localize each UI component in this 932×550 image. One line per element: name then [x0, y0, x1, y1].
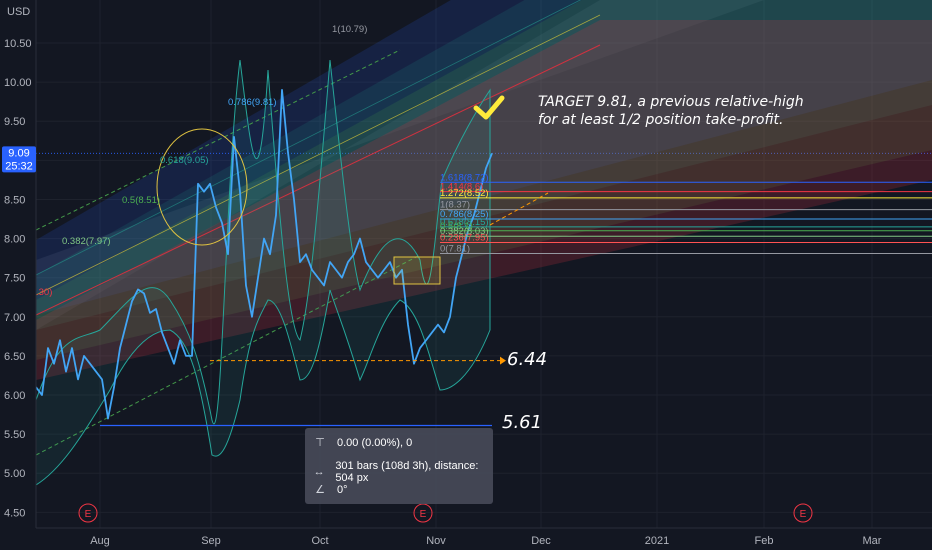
x-tick-label: Sep [201, 535, 221, 547]
x-tick-label: 2021 [645, 535, 669, 547]
measure-price-range: 0.00 (0.00%), 0 [337, 436, 413, 449]
fib-level-label: 1.272(8.52) [440, 188, 489, 199]
y-tick-label: 9.50 [4, 116, 25, 128]
highlight-circle[interactable] [156, 128, 248, 246]
x-tick-label: Aug [90, 535, 110, 547]
channel-labels: 1(10.79) 0.786(9.81) 0.618(9.05) 0.5(8.51) 0… [36, 24, 367, 298]
price-line [36, 89, 493, 420]
fib-level-label: 0.382(8.03) [440, 226, 489, 237]
x-axis-panel[interactable] [0, 528, 932, 550]
fib-level-label: 1.414(8.6) [440, 182, 483, 193]
fib-level-label: 0.786(8.25) [440, 209, 489, 220]
y-tick-label: 5.50 [4, 429, 25, 441]
y-tick-label: 7.00 [4, 312, 25, 324]
earnings-marker-label: E [800, 509, 807, 520]
x-tick-label: Nov [426, 535, 446, 547]
fib-level-label: 0.5(8.1) [440, 221, 473, 232]
earnings-marker[interactable]: E [413, 503, 433, 523]
earnings-marker-label: E [420, 509, 427, 520]
ray-6-44-arrow [500, 356, 506, 365]
y-tick-label: 8.50 [4, 194, 25, 206]
bar-countdown: 25:32 [5, 160, 33, 172]
checkmark-icon [473, 95, 505, 120]
angle-icon: ∠ [315, 484, 325, 496]
channel-level-label: .30) [36, 287, 52, 298]
channel-level-label: 1(10.79) [332, 24, 367, 35]
price-range-icon: ⊤ [315, 437, 325, 449]
measure-angle: 0° [337, 483, 348, 496]
fib-level-label: 0(7.81) [440, 243, 470, 254]
y-tick-label: 6.00 [4, 390, 25, 402]
current-price-tag: 9.09 25:32 [2, 146, 36, 173]
earnings-marker[interactable]: E [78, 503, 98, 523]
fib-level-label: 0.618(8.15) [440, 217, 489, 228]
y-tick-label: 6.50 [4, 351, 25, 363]
target-note-line2: for at least 1/2 position take-profit. [538, 112, 783, 128]
fib-level-label: 1.618(8.72) [440, 172, 489, 183]
y-tick-label: 10.00 [4, 77, 32, 89]
level-label-6-44: 6.44 [507, 349, 547, 370]
x-tick-label: Dec [531, 535, 551, 547]
measure-bars-range: 301 bars (108d 3h), distance: 504 px [335, 460, 479, 484]
current-price-value: 9.09 [8, 147, 29, 159]
earnings-marker[interactable]: E [793, 503, 813, 523]
channel-level-label: 0.5(8.51) [122, 195, 160, 206]
x-axis-ticks: Aug Sep Oct Nov Dec 2021 Feb Mar [90, 535, 882, 547]
measure-tooltip: ⊤ 0.00 (0.00%), 0 ↔ 301 bars (108d 3h), di… [305, 428, 493, 504]
bars-range-icon: ↔ [313, 466, 325, 478]
earnings-marker-label: E [85, 509, 92, 520]
price-series [36, 89, 493, 420]
y-tick-label: 10.50 [4, 38, 32, 50]
x-tick-label: Feb [755, 535, 774, 547]
target-note-line1: TARGET 9.81, a previous relative-high [538, 94, 804, 110]
channel-level-label: 0.786(9.81) [228, 97, 277, 108]
level-label-5-61: 5.61 [502, 412, 542, 433]
x-tick-label: Oct [311, 535, 328, 547]
fib-level-label: 0.236(7.95) [440, 232, 489, 243]
y-tick-label: 4.50 [4, 507, 25, 519]
highlight-box[interactable] [393, 256, 441, 285]
y-axis-ticks: 10.5010.009.509.008.508.007.507.006.506.… [4, 38, 32, 519]
channel-level-label: 0.618(9.05) [160, 155, 209, 166]
y-axis-panel[interactable] [0, 0, 36, 528]
currency-label: USD [7, 6, 30, 18]
channel-level-label: 0.382(7.97) [62, 236, 111, 247]
x-tick-label: Mar [863, 535, 882, 547]
y-tick-label: 8.00 [4, 234, 25, 246]
y-tick-label: 5.00 [4, 468, 25, 480]
fib-level-label: 1(8.37) [440, 200, 470, 211]
fib-retracement: 1.618(8.72)1.414(8.6)1.272(8.52)1(8.37)0… [440, 172, 932, 254]
y-tick-label: 7.50 [4, 273, 25, 285]
